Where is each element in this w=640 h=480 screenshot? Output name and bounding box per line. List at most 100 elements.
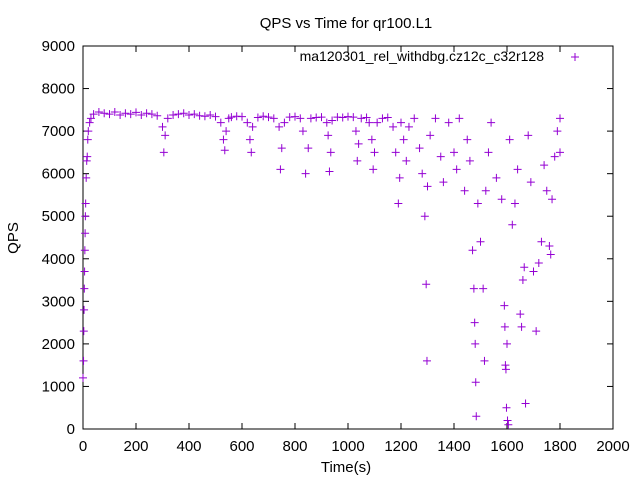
data-point bbox=[245, 135, 254, 144]
data-point bbox=[220, 146, 229, 155]
data-point bbox=[513, 165, 522, 174]
data-point bbox=[83, 135, 92, 144]
data-point bbox=[369, 165, 378, 174]
data-point bbox=[89, 110, 98, 119]
data-point bbox=[80, 305, 89, 314]
data-point bbox=[84, 127, 93, 136]
data-point bbox=[391, 148, 400, 157]
data-point bbox=[468, 246, 477, 255]
data-point bbox=[159, 148, 168, 157]
data-point bbox=[397, 118, 405, 127]
data-point bbox=[79, 373, 87, 382]
data-point bbox=[534, 259, 543, 268]
data-point bbox=[436, 152, 445, 161]
data-point bbox=[179, 109, 188, 118]
data-point bbox=[452, 165, 461, 174]
data-point bbox=[479, 284, 488, 293]
data-point bbox=[394, 199, 403, 208]
data-point bbox=[373, 118, 382, 127]
data-point bbox=[501, 365, 510, 374]
data-point bbox=[325, 167, 334, 176]
plot-frame bbox=[82, 45, 614, 430]
data-point bbox=[253, 113, 262, 122]
data-point bbox=[110, 107, 119, 116]
data-point bbox=[545, 242, 554, 251]
data-point bbox=[500, 322, 509, 331]
data-point bbox=[222, 127, 231, 136]
x-tick-label: 1800 bbox=[543, 438, 576, 455]
data-point bbox=[471, 339, 480, 348]
data-point bbox=[296, 114, 305, 123]
data-point bbox=[248, 122, 257, 131]
data-point bbox=[510, 199, 519, 208]
legend: ma120301_rel_withdbg.cz12c_c32r128 bbox=[300, 48, 579, 64]
data-point bbox=[142, 109, 151, 118]
data-point bbox=[80, 267, 89, 276]
y-tick-label: 8000 bbox=[42, 81, 75, 98]
x-axis: 0 200 400 600 800 1000 1200 1400 1600 1800 2000 bbox=[79, 46, 630, 455]
data-point bbox=[85, 118, 94, 127]
data-point bbox=[280, 118, 289, 127]
y-tick-label: 2000 bbox=[42, 336, 75, 353]
data-point bbox=[422, 356, 431, 365]
data-point bbox=[116, 110, 125, 119]
data-point bbox=[439, 178, 448, 187]
data-point bbox=[550, 152, 559, 161]
data-point bbox=[259, 112, 268, 121]
data-point bbox=[81, 199, 90, 208]
data-point bbox=[301, 169, 310, 178]
x-tick-label: 200 bbox=[123, 438, 148, 455]
data-point bbox=[526, 178, 535, 187]
data-point bbox=[86, 114, 95, 123]
data-point bbox=[357, 114, 366, 123]
data-point bbox=[298, 127, 307, 136]
data-point bbox=[540, 161, 549, 170]
data-point bbox=[422, 280, 431, 289]
data-point bbox=[163, 114, 172, 123]
data-point bbox=[389, 122, 398, 131]
data-point bbox=[147, 110, 156, 119]
data-point bbox=[216, 118, 225, 127]
data-point bbox=[328, 116, 337, 125]
data-point bbox=[264, 113, 273, 122]
data-point bbox=[484, 148, 493, 157]
data-point bbox=[304, 144, 313, 153]
data-point bbox=[410, 114, 419, 123]
data-point bbox=[324, 131, 333, 140]
data-point bbox=[492, 173, 501, 182]
data-point bbox=[383, 113, 392, 122]
data-point bbox=[463, 135, 472, 144]
y-tick-label: 6000 bbox=[42, 166, 75, 183]
x-axis-title: Time(s) bbox=[321, 459, 371, 476]
data-point bbox=[404, 122, 413, 131]
data-point bbox=[548, 195, 557, 204]
data-point bbox=[365, 118, 374, 127]
data-point bbox=[502, 403, 511, 412]
data-point bbox=[399, 135, 408, 144]
data-point bbox=[83, 152, 92, 161]
data-point bbox=[402, 156, 411, 165]
x-tick-label: 1200 bbox=[384, 438, 417, 455]
data-point bbox=[524, 131, 533, 140]
data-point bbox=[532, 327, 541, 336]
data-point bbox=[501, 361, 510, 370]
data-point bbox=[476, 237, 485, 246]
data-point bbox=[247, 148, 256, 157]
data-point bbox=[470, 318, 479, 327]
data-point bbox=[508, 220, 517, 229]
data-point bbox=[537, 237, 546, 246]
data-point bbox=[200, 112, 209, 121]
x-tick-label: 400 bbox=[176, 438, 201, 455]
data-point bbox=[132, 108, 140, 117]
data-point bbox=[460, 186, 469, 195]
data-point bbox=[450, 148, 458, 157]
data-point bbox=[469, 284, 478, 293]
data-point bbox=[81, 212, 90, 221]
data-point bbox=[503, 416, 512, 425]
data-point bbox=[277, 144, 286, 153]
y-tick-label: 4000 bbox=[42, 251, 75, 268]
data-point bbox=[444, 118, 453, 127]
data-point bbox=[487, 118, 496, 127]
y-axis: 0 1000 2000 3000 4000 5000 6000 7000 8000 9000 bbox=[42, 38, 613, 438]
